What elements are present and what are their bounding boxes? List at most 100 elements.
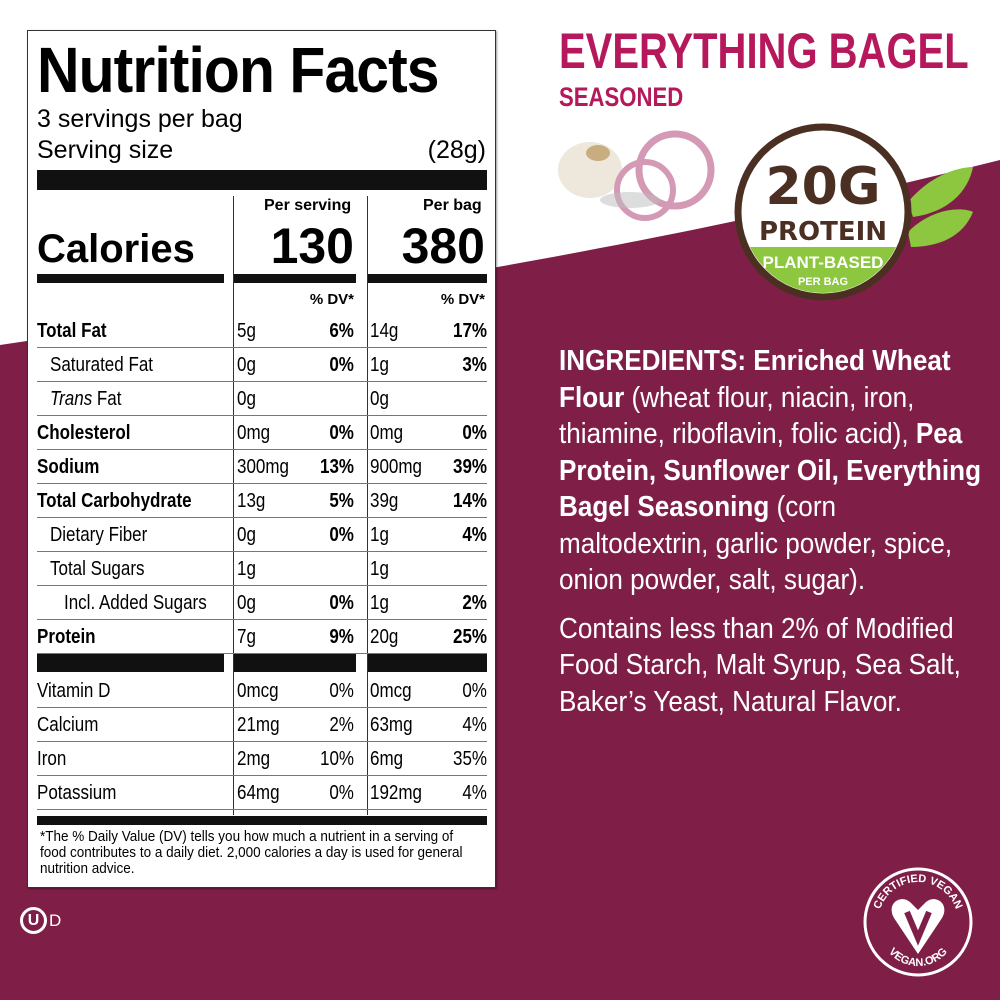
nutrient-row: Iron 2mg 10% 6mg 35% — [37, 742, 487, 776]
per-serving-header: Per serving — [264, 197, 352, 214]
nutrient-name: Total Sugars — [50, 558, 145, 580]
leaf-icon — [908, 167, 973, 217]
servings-per-container: 3 servings per bag — [37, 105, 243, 133]
s-dv-value: 0% — [329, 680, 354, 702]
b-amt-value: 1g — [370, 524, 389, 546]
s-amt-value: 21mg — [237, 714, 280, 736]
serving-size-value: (28g) — [427, 136, 486, 164]
s-dv-value: 0% — [329, 592, 354, 614]
nutrient-name: Total Carbohydrate — [37, 490, 192, 512]
b-dv-value: 25% — [452, 626, 487, 648]
b-amt-value: 20g — [370, 626, 399, 648]
daily-value-footnote: *The % Daily Value (DV) tells you how mu… — [40, 828, 463, 877]
nutrient-name: Calcium — [37, 714, 99, 736]
nutrient-row: Calcium 21mg 2% 63mg 4% — [37, 708, 487, 742]
b-amt-value: 39g — [370, 490, 399, 512]
s-amt-value: 5g — [237, 320, 256, 342]
svg-text:20G: 20G — [765, 157, 880, 217]
nutrient-row: Sodium 300mg 13% 900mg 39% — [37, 450, 487, 484]
s-dv-value: 5% — [329, 490, 354, 512]
s-amt-value: 0g — [237, 592, 256, 614]
calories-label: Calories — [37, 227, 195, 271]
s-amt-value: 7g — [237, 626, 256, 648]
calories-per-serving: 130 — [270, 218, 354, 274]
nutrient-name: Saturated Fat — [50, 354, 154, 376]
thick-divider — [37, 170, 487, 190]
svg-text:PROTEIN: PROTEIN — [759, 217, 887, 247]
nutrient-row: Vitamin D 0mcg 0% 0mcg 0% — [37, 674, 487, 708]
product-subtitle: SEASONED — [559, 82, 684, 112]
b-amt-value: 63mg — [370, 714, 413, 736]
b-amt-value: 900mg — [370, 456, 422, 478]
b-dv-value: 14% — [452, 490, 487, 512]
s-dv-value: 0% — [329, 422, 354, 444]
nutrient-row: Total Sugars 1g 1g — [37, 552, 487, 586]
svg-text:PLANT-BASED: PLANT-BASED — [763, 253, 884, 272]
nutrient-name: Incl. Added Sugars — [64, 592, 207, 614]
heart-v-icon — [891, 899, 945, 954]
s-amt-value: 0g — [237, 524, 256, 546]
serving-size-label: Serving size — [37, 136, 174, 164]
protein-badge: 20G PROTEIN PLANT-BASED PER BAG — [734, 123, 973, 301]
nutrient-name: Iron — [37, 748, 67, 770]
b-dv-value: 39% — [452, 456, 487, 478]
nutrient-row: Incl. Added Sugars 0g 0% 1g 2% — [37, 586, 487, 620]
s-dv-value: 0% — [329, 524, 354, 546]
s-dv-value: 6% — [329, 320, 354, 342]
s-dv-value: 2% — [329, 714, 354, 736]
product-title: EVERYTHING BAGEL — [559, 23, 969, 79]
nutrient-name: Dietary Fiber — [50, 524, 148, 546]
b-amt-value: 1g — [370, 354, 389, 376]
svg-text:PER BAG: PER BAG — [798, 276, 848, 288]
b-amt-value: 0mcg — [370, 680, 412, 702]
nutrition-facts-title: Nutrition Facts — [37, 34, 440, 106]
nutrient-row: Total Carbohydrate 13g 5% 39g 14% — [37, 484, 487, 518]
ingredients-text: INGREDIENTS: Enriched Wheat Flour (wheat… — [559, 343, 981, 720]
b-amt-value: 0g — [370, 388, 389, 410]
certified-vegan-logo: CERTIFIED VEGAN VEGAN.ORG — [863, 867, 973, 977]
b-dv-value: 4% — [462, 714, 487, 736]
b-amt-value: 0mg — [370, 422, 404, 444]
b-dv-value: 3% — [462, 354, 487, 376]
dv-header-serving: % DV* — [309, 291, 354, 308]
b-amt-value: 14g — [370, 320, 399, 342]
nutrient-name: Trans Fat — [50, 388, 122, 410]
b-dv-value: 4% — [462, 524, 487, 546]
s-dv-value: 10% — [319, 748, 354, 770]
b-dv-value: 17% — [452, 320, 487, 342]
s-amt-value: 300mg — [237, 456, 289, 478]
b-amt-value: 1g — [370, 558, 389, 580]
s-amt-value: 1g — [237, 558, 256, 580]
s-amt-value: 2mg — [237, 748, 271, 770]
calories-per-bag: 380 — [401, 218, 485, 274]
b-dv-value: 2% — [462, 592, 487, 614]
s-amt-value: 0g — [237, 354, 256, 376]
s-dv-value: 9% — [329, 626, 354, 648]
nutrient-row: Protein 7g 9% 20g 25% — [37, 620, 487, 654]
s-dv-value: 13% — [319, 456, 354, 478]
nutrient-row: Trans Fat 0g 0g — [37, 382, 487, 416]
b-dv-value: 4% — [462, 782, 487, 804]
b-amt-value: 6mg — [370, 748, 404, 770]
contains-less-than-text: Contains less than 2% of Modified Food S… — [559, 612, 961, 718]
nutrient-name: Cholesterol — [37, 422, 131, 444]
s-amt-value: 64mg — [237, 782, 280, 804]
s-amt-value: 0mcg — [237, 680, 279, 702]
b-dv-value: 0% — [462, 422, 487, 444]
nutrient-row: Cholesterol 0mg 0% 0mg 0% — [37, 416, 487, 450]
nutrient-name: Vitamin D — [37, 680, 111, 702]
s-dv-value: 0% — [329, 354, 354, 376]
per-bag-header: Per bag — [423, 197, 482, 214]
nutrient-name: Total Fat — [37, 320, 107, 342]
s-amt-value: 13g — [237, 490, 266, 512]
nutrition-facts-label: Nutrition Facts 3 servings per bag Servi… — [27, 30, 496, 888]
nutrient-name: Potassium — [37, 782, 117, 804]
b-dv-value: 35% — [452, 748, 487, 770]
nutrient-row: Saturated Fat 0g 0% 1g 3% — [37, 348, 487, 382]
b-dv-value: 0% — [462, 680, 487, 702]
nutrient-row: Potassium 64mg 0% 192mg 4% — [37, 776, 487, 810]
dv-header-bag: % DV* — [440, 291, 485, 308]
s-dv-value: 0% — [329, 782, 354, 804]
garlic-onion-illustration — [558, 130, 715, 221]
s-amt-value: 0g — [237, 388, 256, 410]
